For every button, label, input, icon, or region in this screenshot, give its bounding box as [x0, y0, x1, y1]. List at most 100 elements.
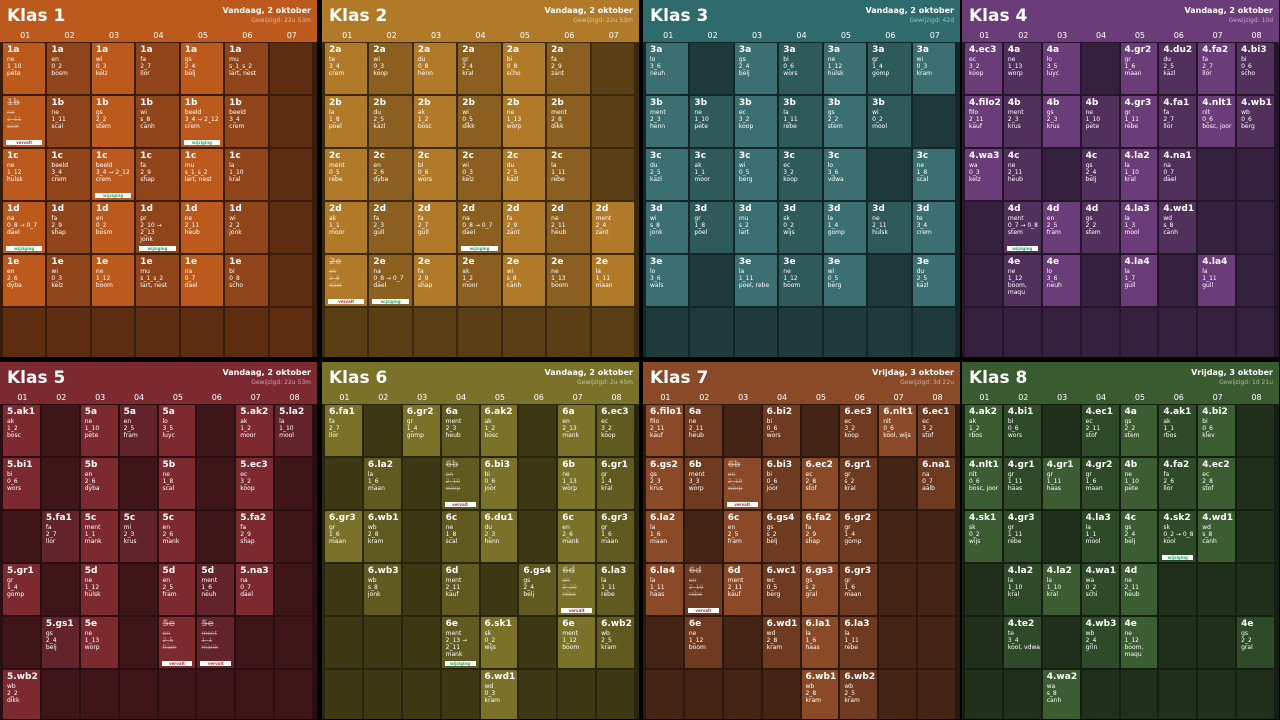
- lesson-card[interactable]: 4.du2 du 2_5 kazl: [1159, 43, 1197, 94]
- lesson-card[interactable]: 5.ak2 ak 1_2 moor: [236, 405, 274, 456]
- lesson-card[interactable]: 6.ec3 ec 3_2 koop: [597, 405, 634, 456]
- lesson-card[interactable]: 6.wb2 wb 2_5 kram: [597, 617, 634, 668]
- lesson-card[interactable]: 4.bi1 bi 0_6 wors: [1003, 405, 1041, 456]
- lesson-card[interactable]: 1c fa 2_9 shap: [136, 149, 179, 200]
- lesson-card[interactable]: 1c beeld 3_4 → 2_12 crem wijziging: [91, 149, 135, 200]
- lesson-card[interactable]: 3a ne 1_12 hulsk: [823, 43, 867, 94]
- lesson-card[interactable]: 1a mu s_1_s_2 lart, nest: [225, 43, 268, 94]
- lesson-card[interactable]: 1c la 1_10 kral: [225, 149, 268, 200]
- lesson-card[interactable]: 5a lo 3_5 luyc: [158, 405, 196, 456]
- lesson-card[interactable]: 6.ec1 ec 3_2 stof: [918, 405, 955, 456]
- lesson-card[interactable]: 1e wi 0_3 kelz: [47, 255, 90, 306]
- lesson-card[interactable]: 3b la 1_11 rebe: [779, 96, 822, 147]
- lesson-card[interactable]: 5c mi 2_3 krus: [119, 511, 157, 562]
- lesson-card[interactable]: 6.filo1 filo 2_11 kauf: [646, 405, 683, 456]
- lesson-card[interactable]: 4.gr3 gr 1_11 rebe: [1120, 96, 1158, 147]
- lesson-card[interactable]: 2c du 2_5 kazl: [502, 149, 546, 200]
- lesson-card[interactable]: 4e lo 3_6 neuh: [1042, 255, 1080, 306]
- lesson-card[interactable]: 4c gs 2_4 belj: [1081, 149, 1119, 200]
- lesson-card[interactable]: 2d fa 2_3 gull: [369, 202, 412, 253]
- lesson-card[interactable]: 2c la 1_11 rebe: [547, 149, 590, 200]
- lesson-card[interactable]: 6.wc1 wc 0_5 berg: [762, 564, 800, 615]
- lesson-card[interactable]: 6.wb1 wb 2_8 kram: [801, 670, 839, 719]
- lesson-card[interactable]: 1b wi s_8 canh: [136, 96, 179, 147]
- lesson-card[interactable]: 4b ment 2_3 krus: [1003, 96, 1041, 147]
- lesson-card[interactable]: 3d mu s_2 lart: [734, 202, 778, 253]
- lesson-card[interactable]: 2d ment 2_4 zant: [591, 202, 634, 253]
- lesson-card[interactable]: 1a wi 0_3 kelz: [91, 43, 135, 94]
- lesson-card[interactable]: 4.wa2 wa s_8 canh: [1042, 670, 1080, 719]
- lesson-card[interactable]: 3b wi 0_2 mool: [868, 96, 911, 147]
- lesson-card[interactable]: 2b ak 1_2 bosc: [413, 96, 457, 147]
- lesson-card[interactable]: 6d en 2_10 rebe vervalt: [684, 564, 722, 615]
- lesson-card[interactable]: 6.nlt1 nlt 0_6 kool, wijs: [879, 405, 917, 456]
- lesson-card[interactable]: 5e ment 1_1 mank vervalt: [197, 617, 235, 668]
- lesson-card[interactable]: 6.gs2 gs 2_3 krus: [646, 458, 683, 509]
- lesson-card[interactable]: 6.wd1 wd 2_8 kram: [762, 617, 800, 668]
- lesson-card[interactable]: 5d en 2_5 fram: [158, 564, 196, 615]
- lesson-card[interactable]: 4c ne 2_11 heub: [1003, 149, 1041, 200]
- lesson-card[interactable]: 5c en 2_6 mank: [158, 511, 196, 562]
- lesson-card[interactable]: 4.gr1 gr 1_11 haas: [1042, 458, 1080, 509]
- lesson-card[interactable]: 1d fa 2_9 shap: [47, 202, 90, 253]
- lesson-card[interactable]: 3d sk 0_2 wijs: [779, 202, 822, 253]
- lesson-card[interactable]: 5c ment 1_1 mank: [80, 511, 118, 562]
- lesson-card[interactable]: 3c du 2_5 kazl: [646, 149, 689, 200]
- lesson-card[interactable]: 3d gr 1_8 poel: [690, 202, 733, 253]
- lesson-card[interactable]: 1d na 0_8 → 0_7 dael wijziging: [3, 202, 46, 253]
- lesson-card[interactable]: 4e ne 1_12 boom, maqu: [1003, 255, 1041, 306]
- lesson-card[interactable]: 5e en 2_5 fram vervalt: [158, 617, 196, 668]
- lesson-card[interactable]: 1b beeld 3_4 crem: [225, 96, 268, 147]
- lesson-card[interactable]: 6b en 2_10 worp vervalt: [441, 458, 479, 509]
- lesson-card[interactable]: 2c bi 0_6 wors: [413, 149, 457, 200]
- lesson-card[interactable]: 4.gr3 gr 1_11 rebe: [1003, 511, 1041, 562]
- lesson-card[interactable]: 1d pr 2_10 → 2_13 jonk wijziging: [136, 202, 179, 253]
- lesson-card[interactable]: 3c ec 3_2 koop: [779, 149, 822, 200]
- lesson-card[interactable]: 6.la3 la 1_11 rebe: [840, 617, 878, 668]
- lesson-card[interactable]: 2c en 2_6 dyba: [369, 149, 412, 200]
- lesson-card[interactable]: 1e na 0_7 dael: [180, 255, 224, 306]
- lesson-card[interactable]: 5b en 2_6 dyba: [80, 458, 118, 509]
- lesson-card[interactable]: 6e ne 1_12 boom: [684, 617, 722, 668]
- lesson-card[interactable]: 4a ne 1_13 worp: [1003, 43, 1041, 94]
- lesson-card[interactable]: 6d ment 2_11 kauf: [441, 564, 479, 615]
- lesson-card[interactable]: 6.la1 la 1_6 haas: [801, 617, 839, 668]
- lesson-card[interactable]: 2e ak 1_2 moor: [458, 255, 501, 306]
- lesson-card[interactable]: 3c ne 1_8 scal: [912, 149, 955, 200]
- lesson-card[interactable]: 4.sk1 sk 0_2 wijs: [965, 511, 1002, 562]
- lesson-card[interactable]: 6e ment 2_13 → 2_11 mank wijziging: [441, 617, 479, 668]
- lesson-card[interactable]: 4.bi2 bi 0_6 klev: [1198, 405, 1236, 456]
- lesson-card[interactable]: 4.la4 la 1_7 gull: [1120, 255, 1158, 306]
- lesson-card[interactable]: 2b la 1_8 poel: [325, 96, 368, 147]
- lesson-card[interactable]: 1c ne 1_12 hulsk: [3, 149, 46, 200]
- lesson-card[interactable]: 4.gr2 gr 1_6 maan: [1120, 43, 1158, 94]
- lesson-card[interactable]: 5d ment 1_6 neuh: [197, 564, 235, 615]
- lesson-card[interactable]: 5.gs1 gs 2_4 belj: [41, 617, 79, 668]
- lesson-card[interactable]: 6b ne 1_13 worp: [558, 458, 596, 509]
- lesson-card[interactable]: 5.bi1 bi 0_6 wors: [3, 458, 40, 509]
- lesson-card[interactable]: 6.wb2 wb 2_5 kram: [840, 670, 878, 719]
- lesson-card[interactable]: 4.wb1 wb 0_6 berg: [1237, 96, 1274, 147]
- lesson-card[interactable]: 3b ec 3_2 koop: [734, 96, 778, 147]
- lesson-card[interactable]: 4d gs 2_2 stem: [1081, 202, 1119, 253]
- lesson-card[interactable]: 6.gr3 gr 1_6 maan: [597, 511, 634, 562]
- lesson-card[interactable]: 5b ne 1_8 scal: [158, 458, 196, 509]
- lesson-card[interactable]: 1b gs 2_2 stem: [91, 96, 135, 147]
- lesson-card[interactable]: 4.wb3 wb 2_4 grin: [1081, 617, 1119, 668]
- lesson-card[interactable]: 2d fa 2_9 zant: [502, 202, 546, 253]
- lesson-card[interactable]: 3d wi s_8 jonk: [646, 202, 689, 253]
- lesson-card[interactable]: 4.wd1 wd s_8 canh: [1159, 202, 1197, 253]
- lesson-card[interactable]: 4.fa2 fa 2_7 llor: [1198, 43, 1236, 94]
- lesson-card[interactable]: 3b gs 2_2 stem: [823, 96, 867, 147]
- lesson-card[interactable]: 2d fa 2_7 gull: [413, 202, 457, 253]
- lesson-card[interactable]: 4.la2 la 1_10 kral: [1120, 149, 1158, 200]
- lesson-card[interactable]: 6.ec3 ec 3_2 koop: [840, 405, 878, 456]
- lesson-card[interactable]: 6a ne 2_11 heub: [684, 405, 722, 456]
- lesson-card[interactable]: 4b gs 2_3 krus: [1042, 96, 1080, 147]
- lesson-card[interactable]: 6.gs4 gs 2_4 belj: [519, 564, 557, 615]
- lesson-card[interactable]: 3c ak 1_1 moor: [690, 149, 733, 200]
- lesson-card[interactable]: 4a gs 2_2 stem: [1120, 405, 1158, 456]
- lesson-card[interactable]: 6.ak2 ak 1_2 bosc: [480, 405, 518, 456]
- lesson-card[interactable]: 2a du 0_8 henn: [413, 43, 457, 94]
- lesson-card[interactable]: 4.wd1 wd s_8 canh: [1198, 511, 1236, 562]
